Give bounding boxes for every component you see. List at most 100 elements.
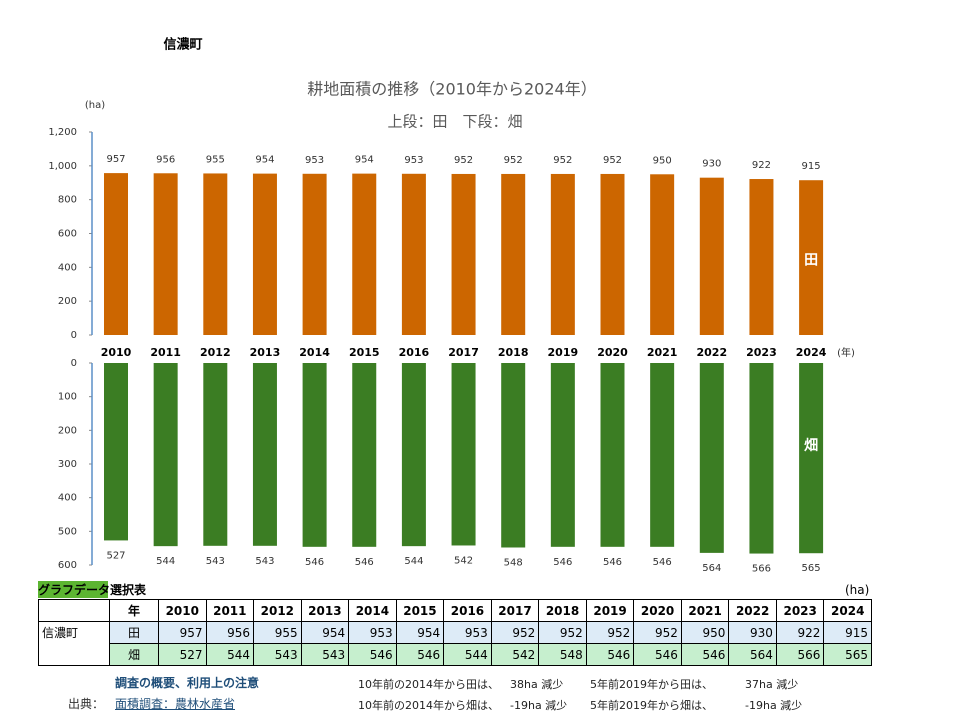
note-text: 38ha 減少 <box>510 678 564 691</box>
table-value: 565 <box>823 643 872 666</box>
x-axis-label: (年) <box>837 346 855 359</box>
y-tick-label: 100 <box>58 392 77 403</box>
data-label: 546 <box>355 557 374 568</box>
table-value: 544 <box>443 643 492 666</box>
table-value: 544 <box>205 643 255 666</box>
note-text: 5年前2019年から畑は、 <box>590 699 713 712</box>
bar <box>699 177 724 335</box>
table-value: 922 <box>775 621 825 644</box>
table-value: 957 <box>158 621 207 644</box>
data-label: 566 <box>752 564 771 575</box>
table-value: 915 <box>823 621 872 644</box>
table-value: 953 <box>348 621 397 644</box>
data-label: 565 <box>802 563 821 574</box>
column-header: 2023 <box>775 599 825 622</box>
data-label: 543 <box>206 556 225 567</box>
table-value: 564 <box>728 643 777 666</box>
column-header: 2015 <box>395 599 445 622</box>
x-tick-label: 2013 <box>250 346 281 359</box>
column-header: 2024 <box>823 599 872 622</box>
data-label: 957 <box>106 154 125 165</box>
bar <box>799 180 824 335</box>
data-table: 年 2010 2011 2012 2013 2014 2015 2016 2017 2018 201… <box>38 599 872 666</box>
y-tick-label: 800 <box>58 195 77 206</box>
x-tick-label: 2019 <box>548 346 579 359</box>
x-tick-label: 2021 <box>647 346 678 359</box>
y-tick-label: 300 <box>58 459 77 470</box>
table-value: 546 <box>680 643 730 666</box>
corner-blank <box>38 599 110 622</box>
x-tick-label: 2015 <box>349 346 380 359</box>
y-tick-label: 1,200 <box>48 127 77 138</box>
bar <box>451 173 476 335</box>
data-label: 542 <box>454 555 473 566</box>
survey-link[interactable]: 調査の概要、利用上の注意 <box>115 676 260 690</box>
y-tick-label: 400 <box>58 262 77 273</box>
column-header: 2016 <box>443 599 492 622</box>
bar <box>550 173 575 335</box>
table-value: 952 <box>538 621 587 644</box>
table-value: 546 <box>633 643 682 666</box>
x-tick-label: 2018 <box>498 346 529 359</box>
data-label: 544 <box>156 556 175 567</box>
table-row: 年 2010 2011 2012 2013 2014 2015 2016 2017 2018 201… <box>38 599 872 622</box>
bar <box>302 363 327 547</box>
corner-cell: 年 <box>109 599 159 622</box>
bar <box>203 173 228 335</box>
column-header: 2012 <box>253 599 302 622</box>
data-label: 527 <box>106 550 125 561</box>
x-tick-label: 2017 <box>448 346 479 359</box>
bar <box>749 363 774 554</box>
y-tick-label: 0 <box>71 358 77 369</box>
table-value: 543 <box>253 643 302 666</box>
table-value: 546 <box>395 643 445 666</box>
bar <box>352 363 377 547</box>
y-tick-label: 1,000 <box>48 161 77 172</box>
data-label: 548 <box>504 557 523 568</box>
bar <box>650 174 675 335</box>
data-label: 915 <box>802 161 821 172</box>
data-label: 922 <box>752 160 771 171</box>
bar <box>252 173 277 335</box>
x-tick-label: 2014 <box>299 346 330 359</box>
data-label: 955 <box>206 154 225 165</box>
column-header: 2011 <box>205 599 255 622</box>
data-label: 546 <box>553 557 572 568</box>
table-value: 953 <box>443 621 492 644</box>
bar <box>501 363 526 548</box>
table-title-text: グラフデータ選択表 <box>38 583 147 597</box>
bar <box>104 363 128 541</box>
column-header: 2022 <box>728 599 777 622</box>
row-label: 田 <box>109 621 159 644</box>
data-label: 546 <box>305 557 324 568</box>
data-label: 953 <box>404 155 423 166</box>
data-label: 952 <box>603 155 622 166</box>
bar <box>600 363 625 547</box>
bar <box>699 363 724 553</box>
bar <box>650 363 675 547</box>
row-label: 畑 <box>109 643 159 666</box>
data-label: 953 <box>305 155 324 166</box>
y-tick-label: 400 <box>58 493 77 504</box>
table-value: 954 <box>300 621 350 644</box>
source-link[interactable]: 面積調査：農林水産省 <box>115 697 236 711</box>
bar <box>203 363 228 546</box>
table-value: 954 <box>395 621 445 644</box>
data-label: 954 <box>255 155 274 166</box>
column-header: 2021 <box>680 599 730 622</box>
column-header: 2014 <box>348 599 397 622</box>
data-label: 546 <box>653 557 672 568</box>
data-label: 564 <box>702 563 721 574</box>
x-tick-label: 2011 <box>150 346 181 359</box>
bar <box>153 363 178 547</box>
bar <box>302 173 327 335</box>
table-value: 956 <box>205 621 255 644</box>
bar <box>600 173 625 335</box>
note-text: 10年前の2014年から畑は、 <box>358 699 499 712</box>
table-value: 952 <box>490 621 540 644</box>
table-value: 950 <box>680 621 730 644</box>
x-tick-label: 2022 <box>696 346 727 359</box>
bar <box>352 173 377 335</box>
series-label: 畑 <box>803 438 818 454</box>
